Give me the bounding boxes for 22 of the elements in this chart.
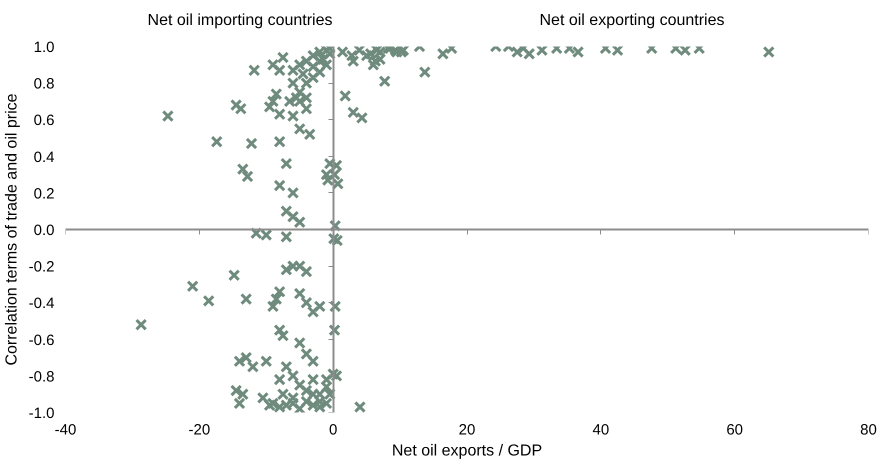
y-axis-title: Correlation terms of trade and oil price — [4, 93, 21, 366]
x-tick-label: 60 — [726, 422, 744, 438]
y-tick-label: -1.0 — [28, 405, 55, 422]
text: Net oil importing countries — [146, 11, 334, 31]
y-tick-label: -0.4 — [28, 295, 55, 312]
x-tick-label: 20 — [458, 422, 476, 438]
y-tick-label: 0.6 — [34, 112, 55, 130]
y-tick-label: -0.2 — [28, 258, 55, 276]
y-tick-label: -0.6 — [28, 332, 55, 349]
x-tick-label: 80 — [860, 422, 877, 438]
x-tick-label: -20 — [188, 422, 210, 438]
y-tick-label: 0.4 — [34, 148, 55, 166]
y-tick-label: 0.8 — [34, 76, 55, 93]
y-tick-label: 0.0 — [34, 222, 55, 239]
x-tick-label: 0 — [328, 422, 338, 438]
x-axis-title: Net oil exports / GDP — [392, 442, 542, 460]
text: Net oil exporting countries — [538, 11, 726, 31]
y-tick-label: 1.0 — [34, 39, 55, 56]
y-tick-label: 0.2 — [34, 185, 55, 202]
y-tick-label: -0.8 — [28, 368, 55, 386]
x-tick-label: -40 — [54, 422, 76, 438]
x-tick-label: 40 — [592, 422, 610, 438]
